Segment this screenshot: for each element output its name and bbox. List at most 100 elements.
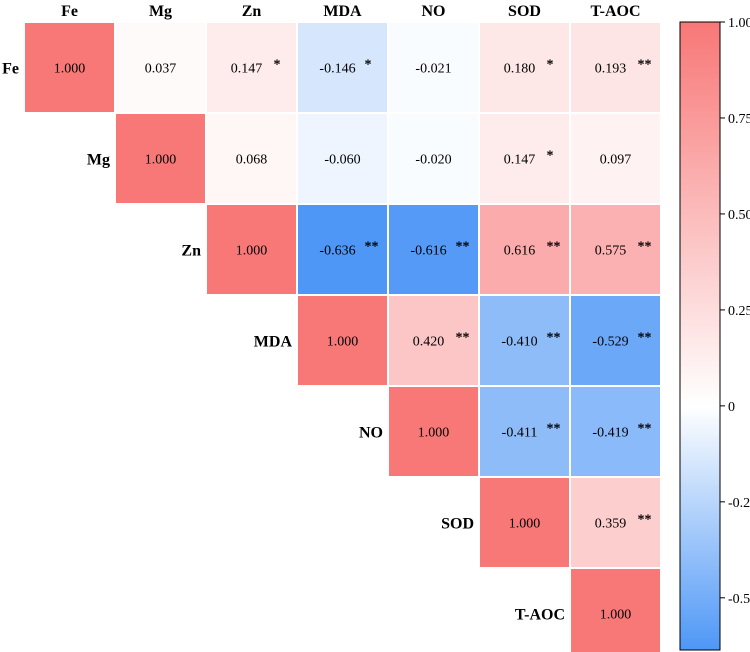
heatmap-cell: -0.529 ** (569, 294, 662, 387)
column-headers: Fe Mg Zn MDA NO SOD T-AOC (61, 3, 640, 20)
cell-rect (387, 385, 480, 478)
cell-value: 0.180 (504, 62, 536, 77)
row-labels: Fe Mg Zn MDA NO SOD T-AOC (2, 61, 565, 624)
cell-value: -0.616 (410, 244, 446, 259)
heatmap-cell: 1.000 (387, 385, 480, 478)
cell-value: -0.020 (415, 153, 451, 168)
column-header-sod: SOD (508, 3, 541, 20)
significance-marker: ** (638, 58, 652, 73)
cell-rect (296, 112, 389, 205)
cell-rect (478, 112, 571, 205)
heatmap-cell: 1.000 (478, 476, 571, 569)
row-label-mg: Mg (87, 152, 110, 169)
heatmap-cells: 1.000 0.037 0.147 * -0.146 * -0.021 0.180 * 0.193… (23, 21, 662, 652)
significance-marker: ** (365, 240, 379, 255)
cell-value: 0.068 (236, 153, 268, 168)
cell-rect (296, 294, 389, 387)
heatmap-cell: 0.180 * (478, 21, 571, 114)
cell-rect (387, 203, 480, 296)
cell-value: 1.000 (145, 153, 177, 168)
column-header-no: NO (422, 3, 446, 20)
heatmap-cell: 1.000 (114, 112, 207, 205)
significance-marker: ** (547, 331, 561, 346)
significance-marker: * (547, 149, 554, 164)
cell-value: 0.037 (145, 62, 177, 77)
cell-value: 1.000 (509, 517, 541, 532)
cell-value: 1.000 (54, 62, 86, 77)
colorbar-tick-label: 1.00 (728, 16, 750, 31)
significance-marker: ** (547, 240, 561, 255)
column-header-t-aoc: T-AOC (590, 3, 640, 20)
cell-value: 0.147 (504, 153, 536, 168)
row-label-mda: MDA (254, 334, 293, 351)
row-label-no: NO (359, 425, 383, 442)
significance-marker: ** (456, 240, 470, 255)
cell-value: 0.359 (595, 517, 627, 532)
colorbar-gradient (679, 21, 721, 651)
significance-marker: ** (638, 422, 652, 437)
heatmap-cell: 0.575 ** (569, 203, 662, 296)
column-header-mg: Mg (149, 3, 172, 20)
cell-rect (478, 21, 571, 114)
cell-rect (23, 21, 116, 114)
cell-value: 0.193 (595, 62, 627, 77)
cell-rect (478, 294, 571, 387)
cell-value: -0.060 (324, 153, 360, 168)
cell-value: 0.097 (600, 153, 632, 168)
heatmap-cell: 1.000 (296, 294, 389, 387)
heatmap-cell: -0.146 * (296, 21, 389, 114)
cell-value: 0.420 (413, 335, 445, 350)
cell-rect (114, 21, 207, 114)
heatmap-cell: 0.037 (114, 21, 207, 114)
heatmap-cell: 0.097 (569, 112, 662, 205)
cell-value: -0.636 (319, 244, 355, 259)
cell-value: 0.575 (595, 244, 627, 259)
cell-value: 1.000 (418, 426, 450, 441)
cell-rect (387, 294, 480, 387)
significance-marker: ** (638, 331, 652, 346)
cell-value: -0.419 (592, 426, 628, 441)
significance-marker: * (365, 58, 372, 73)
cell-rect (114, 112, 207, 205)
colorbar-tick-label: 0.50 (728, 208, 750, 223)
significance-marker: ** (638, 513, 652, 528)
heatmap-cell: -0.060 (296, 112, 389, 205)
heatmap-cell: 0.420 ** (387, 294, 480, 387)
cell-value: 1.000 (236, 244, 268, 259)
cell-value: -0.411 (502, 426, 538, 441)
colorbar-tick-label: 0.25 (728, 304, 750, 319)
heatmap-cell: -0.021 (387, 21, 480, 114)
heatmap-cell: -0.410 ** (478, 294, 571, 387)
heatmap-cell: -0.411 ** (478, 385, 571, 478)
heatmap-cell: 0.147 * (205, 21, 298, 114)
row-label-t-aoc: T-AOC (515, 607, 565, 624)
significance-marker: ** (456, 331, 470, 346)
significance-marker: ** (638, 240, 652, 255)
colorbar-tick-label: 0.75 (728, 112, 750, 127)
heatmap-cell: 0.359 ** (569, 476, 662, 569)
heatmap-cell: 0.068 (205, 112, 298, 205)
heatmap-cell: 1.000 (205, 203, 298, 296)
column-header-zn: Zn (242, 3, 262, 20)
colorbar: 1.00 0.75 0.50 0.25 0 -0.25 -0.50 (679, 16, 750, 651)
cell-value: 0.147 (231, 62, 263, 77)
cell-value: 1.000 (600, 608, 632, 623)
cell-rect (569, 294, 662, 387)
cell-rect (569, 476, 662, 569)
colorbar-tick-label: 0 (728, 400, 735, 415)
colorbar-tick-label: -0.25 (728, 496, 750, 511)
cell-value: -0.021 (415, 62, 451, 77)
cell-rect (569, 203, 662, 296)
row-label-sod: SOD (441, 516, 474, 533)
heatmap-cell: 0.616 ** (478, 203, 571, 296)
cell-value: -0.529 (592, 335, 628, 350)
significance-marker: * (274, 58, 281, 73)
cell-rect (205, 203, 298, 296)
row-label-zn: Zn (181, 243, 201, 260)
cell-value: 0.616 (504, 244, 536, 259)
colorbar-tick-label: -0.50 (728, 592, 750, 607)
heatmap-cell: 1.000 (569, 567, 662, 652)
column-header-fe: Fe (61, 3, 78, 20)
heatmap-cell: 1.000 (23, 21, 116, 114)
